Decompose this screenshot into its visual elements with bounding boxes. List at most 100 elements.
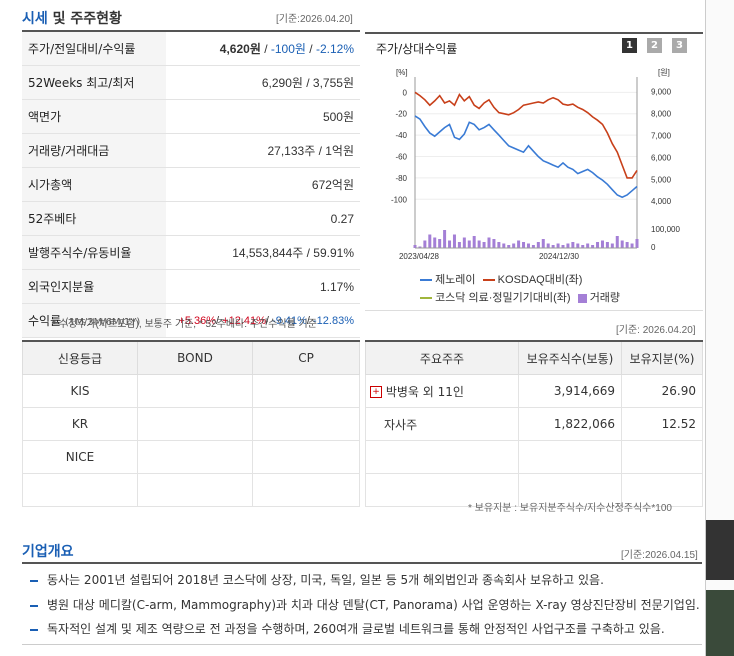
row-label: 52Weeks 최고/최저 (22, 65, 166, 100)
sep: / (305, 42, 316, 56)
chart-title: 주가/상대수익률 (376, 42, 458, 56)
legend-swatch (420, 297, 432, 300)
volume-bar (467, 240, 471, 248)
empty-cell (137, 473, 253, 507)
volume-bar (586, 243, 590, 248)
overview-text: 독자적인 설계 및 제조 역량으로 전 과정을 수행하며, 260여개 글로벌 … (47, 622, 665, 636)
volume-bar (541, 239, 545, 248)
title-highlight: 시세 (22, 11, 48, 27)
side-panel (705, 0, 734, 656)
credit-table: 신용등급 BOND CP KIS KR NICE (22, 340, 360, 507)
col-header: BOND (137, 340, 253, 375)
table-row: 52Weeks 최고/최저 6,290원 / 3,755원 (22, 65, 360, 100)
y-left-tick: -80 (395, 174, 407, 183)
volume-bar (596, 242, 600, 248)
chart-tab-1[interactable]: 1 (622, 38, 637, 53)
volume-bar (581, 245, 585, 248)
volume-bar (561, 245, 565, 248)
returns-sub: (1M/3M/6M/1Y) (64, 317, 141, 328)
volume-bar (497, 242, 501, 248)
y-right-tick: 8,000 (651, 109, 672, 118)
chart-legend: 제노레이 KOSDAQ대비(좌) 코스닥 의료·정밀기기대비(좌) 거래량 (420, 271, 620, 305)
volume-bar (571, 242, 575, 248)
return-1m: +5.36% (178, 314, 217, 327)
holder-name: 자사주 (365, 407, 519, 441)
right-unit-label: [원] (658, 68, 670, 77)
row-label: 수익률 (1M/3M/6M/1Y) (22, 303, 166, 338)
col-header: 보유지분(%) (621, 340, 703, 375)
y-left-tick: -100 (391, 195, 408, 204)
volume-bar (566, 243, 570, 248)
overview-text: 병원 대상 메디칼(C-arm, Mammography)과 치과 대상 덴탈(… (47, 598, 700, 612)
returns-label: 수익률 (28, 314, 62, 328)
side-band (706, 590, 734, 656)
sep: / (260, 42, 271, 56)
volume-bar (457, 242, 461, 248)
empty-cell (252, 473, 360, 507)
table-row (22, 473, 360, 507)
expand-icon[interactable]: + (370, 386, 382, 398)
change: -100원 (270, 42, 306, 56)
overview-bottom-rule (22, 644, 702, 645)
stake: 26.90 (621, 374, 703, 408)
volume-bar (413, 245, 417, 248)
volume-bar (600, 240, 604, 248)
y-right-tick: 6,000 (651, 153, 672, 162)
holders-table: 주요주주 보유주식수(보통) 보유지분(%) + 박병욱 외 11인 3,914… (365, 340, 703, 507)
row-value: 500원 (166, 99, 360, 134)
volume-bar (615, 236, 619, 248)
volume-bar (556, 243, 560, 248)
volume-bar (536, 242, 540, 248)
side-band (706, 520, 734, 580)
row-label: 52주베타 (22, 201, 166, 236)
bond-cell (137, 407, 253, 441)
overview-text: 동사는 2001년 설립되어 2018년 코스닥에 상장, 미국, 독일, 일본… (47, 573, 604, 587)
legend-swatch (482, 279, 495, 282)
legend-item: 제노레이 (435, 274, 476, 286)
row-label: 발행주식수/유동비율 (22, 235, 166, 270)
title-rest: 및 주주현황 (52, 11, 122, 27)
volume-bar (482, 242, 486, 248)
series-line (414, 115, 638, 199)
chart-tab-2[interactable]: 2 (647, 38, 662, 53)
table-row: 외국인지분율 1.17% (22, 269, 360, 304)
volume-bar (443, 230, 447, 248)
legend-item: 거래량 (589, 292, 621, 304)
empty-cell (518, 473, 622, 507)
overview-line: 동사는 2001년 설립되어 2018년 코스닥에 상장, 미국, 독일, 일본… (30, 571, 604, 588)
table-row: 자사주 1,822,066 12.52 (365, 407, 703, 441)
agency: NICE (22, 440, 138, 474)
empty-cell (518, 440, 622, 474)
volume-tick: 100,000 (651, 225, 680, 234)
bond-cell (137, 440, 253, 474)
x-tick: 2024/12/30 (539, 252, 580, 261)
empty-cell (621, 473, 703, 507)
empty-cell (365, 473, 519, 507)
volume-bar (522, 242, 526, 248)
table-row (365, 440, 703, 474)
row-value: 1.17% (166, 269, 360, 304)
volume-bar (423, 240, 427, 248)
volume-bar (477, 240, 481, 248)
holder-cell[interactable]: + 박병욱 외 11인 (365, 374, 519, 408)
table-row: 거래량/거래대금 27,133주 / 1억원 (22, 133, 360, 168)
col-header: 주요주주 (365, 340, 519, 375)
y-left-tick: -20 (395, 110, 407, 119)
page-title: 시세 및 주주현황 (22, 8, 122, 28)
col-header: 신용등급 (22, 340, 138, 375)
volume-tick: 0 (651, 243, 656, 252)
row-value: +5.36%/ +12.41%/ -9.41%/ -12.83% (166, 303, 360, 338)
volume-bar (531, 245, 535, 248)
volume-bar (452, 234, 456, 248)
volume-bar (635, 239, 639, 248)
holders-date: [기준: 2026.04.20] (616, 325, 696, 336)
volume-bar (438, 239, 442, 248)
volume-bar (526, 243, 530, 248)
header-rule (22, 30, 360, 32)
holder-name: 박병욱 외 11인 (385, 384, 464, 399)
volume-bar (492, 239, 496, 248)
volume-bar (502, 243, 506, 248)
chart-tab-3[interactable]: 3 (672, 38, 687, 53)
y-right-tick: 5,000 (651, 175, 672, 184)
volume-bar (576, 243, 580, 248)
